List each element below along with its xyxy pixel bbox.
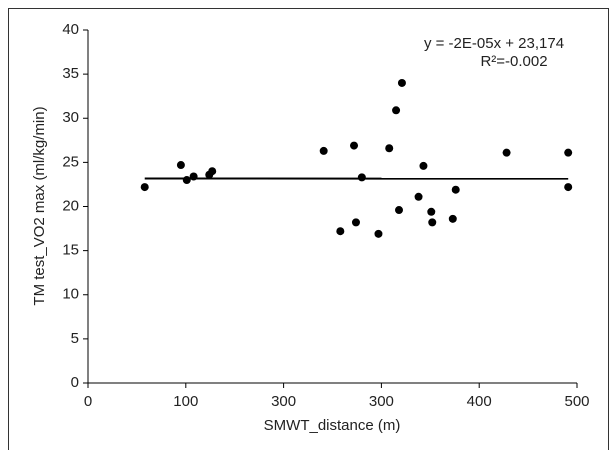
x-tick-label: 100 (173, 393, 198, 410)
point (427, 207, 436, 216)
point (428, 218, 437, 227)
y-tick-label: 20 (62, 197, 79, 214)
point (208, 167, 217, 176)
y-tick-label: 15 (62, 242, 79, 259)
point (319, 146, 328, 155)
y-tick-label: 30 (62, 109, 79, 126)
r-squared: R²=-0.002 (480, 53, 547, 70)
point (336, 227, 345, 236)
point (564, 148, 573, 157)
point (397, 78, 406, 87)
point (392, 106, 401, 115)
x-axis-label: SMWT_distance (m) (264, 417, 401, 434)
point (357, 173, 366, 182)
y-tick-label: 40 (62, 21, 79, 38)
point (564, 183, 573, 192)
y-axis-label: TM test_VO2 max (ml/kg/min) (31, 106, 48, 305)
point (448, 214, 457, 223)
point (451, 185, 460, 194)
point (419, 161, 428, 170)
y-tick-label: 10 (62, 286, 79, 303)
x-tick-label: 300 (271, 393, 296, 410)
point (140, 183, 149, 192)
frame (8, 8, 609, 450)
point (176, 161, 185, 170)
point (350, 141, 359, 150)
x-tick-label: 500 (564, 393, 589, 410)
x-tick-label: 0 (84, 393, 92, 410)
point (414, 192, 423, 201)
y-tick-label: 25 (62, 153, 79, 170)
point (385, 144, 394, 153)
point (502, 148, 511, 157)
point (374, 229, 383, 238)
y-tick-label: 5 (71, 330, 79, 347)
point (351, 218, 360, 227)
y-tick-label: 0 (71, 374, 79, 391)
point (395, 206, 404, 215)
point (189, 172, 198, 181)
equation: y = -2E-05x + 23,174 (424, 35, 564, 52)
point (182, 176, 191, 185)
x-tick-label: 400 (467, 393, 492, 410)
y-tick-label: 35 (62, 65, 79, 82)
x-tick-label: 300 (369, 393, 394, 410)
